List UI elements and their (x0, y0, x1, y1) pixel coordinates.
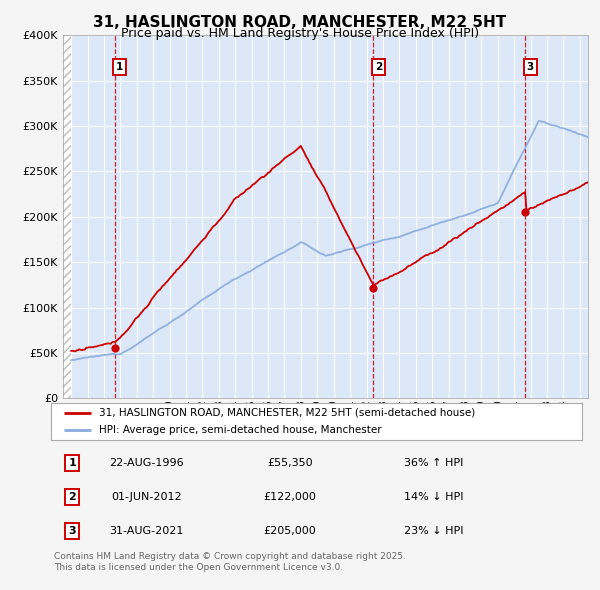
Text: 31-AUG-2021: 31-AUG-2021 (109, 526, 184, 536)
Bar (63, 35, 71, 398)
Text: 36% ↑ HPI: 36% ↑ HPI (404, 458, 463, 468)
Text: 23% ↓ HPI: 23% ↓ HPI (404, 526, 463, 536)
Text: 1: 1 (68, 458, 76, 468)
Text: 1: 1 (116, 62, 123, 72)
Text: 22-AUG-1996: 22-AUG-1996 (109, 458, 184, 468)
Text: 3: 3 (68, 526, 76, 536)
Text: HPI: Average price, semi-detached house, Manchester: HPI: Average price, semi-detached house,… (99, 425, 382, 435)
Text: Price paid vs. HM Land Registry's House Price Index (HPI): Price paid vs. HM Land Registry's House … (121, 27, 479, 40)
Text: 3: 3 (526, 62, 534, 72)
Text: £55,350: £55,350 (267, 458, 313, 468)
Text: 31, HASLINGTON ROAD, MANCHESTER, M22 5HT (semi-detached house): 31, HASLINGTON ROAD, MANCHESTER, M22 5HT… (99, 408, 475, 418)
Text: £205,000: £205,000 (263, 526, 316, 536)
Point (110, 343, 119, 353)
Text: £122,000: £122,000 (263, 492, 316, 502)
Text: 2: 2 (68, 492, 76, 502)
Point (520, 208, 530, 217)
Text: 01-JUN-2012: 01-JUN-2012 (111, 492, 182, 502)
Point (368, 283, 378, 292)
Text: 14% ↓ HPI: 14% ↓ HPI (404, 492, 463, 502)
Text: 2: 2 (375, 62, 382, 72)
Text: Contains HM Land Registry data © Crown copyright and database right 2025.
This d: Contains HM Land Registry data © Crown c… (54, 552, 406, 572)
Text: 31, HASLINGTON ROAD, MANCHESTER, M22 5HT: 31, HASLINGTON ROAD, MANCHESTER, M22 5HT (94, 15, 506, 30)
Bar (63, 35, 71, 398)
